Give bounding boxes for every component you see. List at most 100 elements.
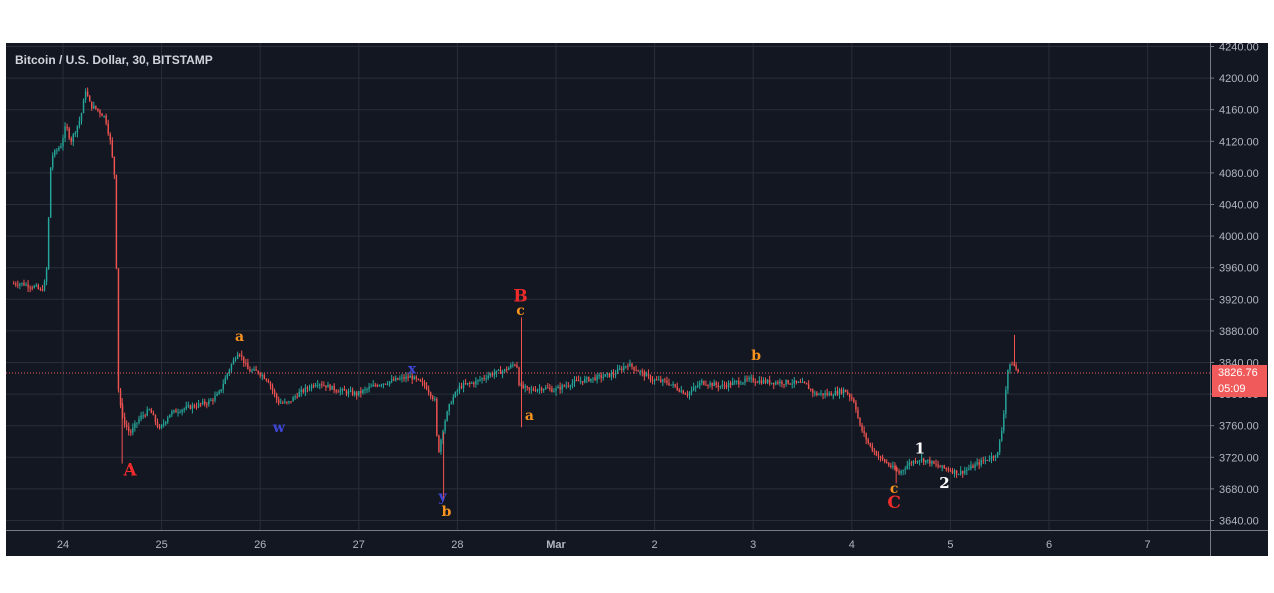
x-tick-label: 5 xyxy=(947,539,953,551)
candle-body xyxy=(148,409,150,411)
y-tick-label: 4000.00 xyxy=(1219,231,1259,243)
candle-body xyxy=(974,464,976,468)
countdown-badge: 05:09 xyxy=(1212,380,1267,397)
candle-body xyxy=(670,384,672,386)
candle-body xyxy=(187,405,190,407)
candle-body xyxy=(937,464,939,467)
candle-body xyxy=(280,402,282,404)
candle-body xyxy=(156,421,159,427)
candle-body xyxy=(481,378,483,380)
candle-body xyxy=(857,409,859,418)
candle-body xyxy=(959,470,962,475)
candle-body xyxy=(185,406,187,409)
chart-canvas[interactable]: 3640.003680.003720.003760.003800.003840.… xyxy=(6,43,1268,556)
x-tick-label: 7 xyxy=(1145,539,1151,551)
candle-body xyxy=(228,369,231,374)
candle-body xyxy=(680,390,683,392)
candle-body xyxy=(972,465,974,468)
candle-body xyxy=(590,378,592,382)
candle-body xyxy=(473,382,475,385)
candle-body xyxy=(733,381,736,383)
wave-label-a: a xyxy=(525,408,534,424)
x-tick-label: Mar xyxy=(546,539,566,551)
candle-body xyxy=(596,375,598,381)
candle-body xyxy=(312,385,315,387)
candle-body xyxy=(592,377,594,379)
candle-body xyxy=(984,459,987,461)
candle-body xyxy=(768,379,771,384)
candle-body xyxy=(575,380,578,382)
candle-body xyxy=(113,156,116,175)
candle-body xyxy=(47,217,50,269)
candle-body xyxy=(485,378,487,380)
candle-body xyxy=(752,377,754,382)
chart-frame[interactable]: 3640.003680.003720.003760.003800.003840.… xyxy=(6,43,1268,556)
candle-body xyxy=(372,384,374,387)
candle-body xyxy=(240,355,243,357)
candle-body xyxy=(873,450,876,452)
y-tick-label: 4040.00 xyxy=(1219,200,1259,212)
y-tick-label: 3680.00 xyxy=(1219,484,1259,496)
candle-body xyxy=(567,385,570,387)
candle-body xyxy=(374,384,376,386)
candle-body xyxy=(72,134,74,142)
candle-body xyxy=(68,128,70,139)
candle-body xyxy=(487,375,489,379)
candle-body xyxy=(945,467,948,469)
candle-body xyxy=(290,401,292,403)
candle-body xyxy=(169,414,171,418)
candle-body xyxy=(688,392,691,396)
candle-body xyxy=(653,379,656,382)
candle-body xyxy=(298,392,300,397)
candle-body xyxy=(292,397,294,402)
candle-body xyxy=(314,385,317,387)
candle-body xyxy=(629,363,631,367)
candle-body xyxy=(308,388,311,390)
y-tick-label: 3880.00 xyxy=(1219,326,1259,338)
candle-body xyxy=(846,392,849,395)
candle-body xyxy=(56,150,58,152)
candle-body xyxy=(906,465,908,469)
candle-body xyxy=(335,390,337,392)
candle-body xyxy=(101,113,103,117)
candle-body xyxy=(668,382,670,385)
y-tick-label: 3760.00 xyxy=(1219,421,1259,433)
candle-body xyxy=(351,390,354,395)
candle-body xyxy=(855,402,857,410)
candle-body xyxy=(616,369,619,374)
candle-body xyxy=(388,381,391,384)
candle-body xyxy=(76,125,79,133)
candle-body xyxy=(491,373,494,376)
candle-body xyxy=(201,401,204,404)
candle-body xyxy=(701,380,703,383)
candle-body xyxy=(869,443,872,446)
candle-body xyxy=(573,380,576,383)
candle-body xyxy=(530,388,533,390)
candle-body xyxy=(78,120,81,126)
candle-body xyxy=(536,389,539,392)
candle-body xyxy=(462,383,465,388)
candle-body xyxy=(547,387,549,389)
candle-body xyxy=(306,387,309,389)
candle-body xyxy=(177,412,179,414)
y-tick-label: 3640.00 xyxy=(1219,516,1259,528)
candle-body xyxy=(111,140,114,157)
candle-body xyxy=(1007,369,1009,390)
wave-label-a: a xyxy=(235,329,244,345)
candle-body xyxy=(516,364,518,368)
candle-body xyxy=(978,462,980,465)
candle-body xyxy=(327,384,329,388)
candle-body xyxy=(41,289,44,291)
candle-body xyxy=(199,403,202,405)
candle-body xyxy=(998,440,1001,453)
candle-body xyxy=(912,460,915,464)
candle-body xyxy=(992,456,995,458)
y-tick-label: 3960.00 xyxy=(1219,263,1259,275)
candle-body xyxy=(690,390,693,393)
candle-body xyxy=(826,393,828,395)
candle-body xyxy=(645,373,648,377)
candle-body xyxy=(540,388,543,391)
candle-body xyxy=(189,405,192,409)
candle-body xyxy=(386,383,389,385)
candle-body xyxy=(415,376,418,379)
